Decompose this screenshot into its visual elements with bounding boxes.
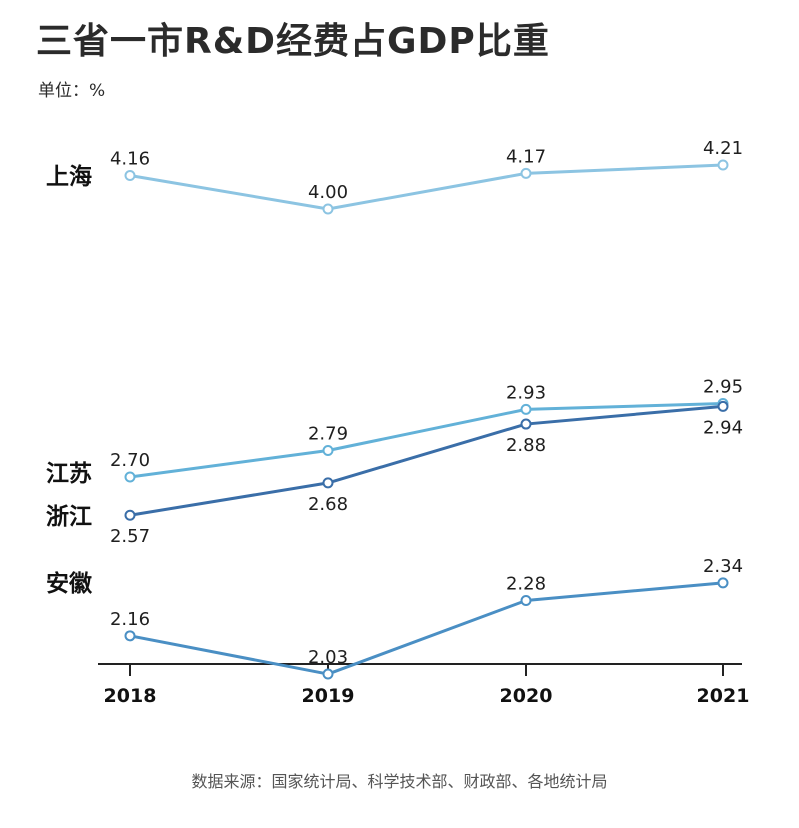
data-point xyxy=(322,477,334,489)
data-point xyxy=(520,418,532,430)
data-label: 2.79 xyxy=(308,424,348,445)
data-point xyxy=(124,471,136,483)
data-point xyxy=(520,167,532,179)
series-line xyxy=(129,163,724,211)
data-label: 2.03 xyxy=(308,647,348,668)
data-label: 2.70 xyxy=(110,450,150,471)
data-label: 4.21 xyxy=(703,138,743,159)
data-label: 4.17 xyxy=(506,146,546,167)
data-label: 2.88 xyxy=(506,435,546,456)
data-point xyxy=(717,159,729,171)
data-label: 2.34 xyxy=(703,556,743,577)
data-label: 2.28 xyxy=(506,574,546,595)
data-label: 4.00 xyxy=(308,182,348,203)
data-label: 2.16 xyxy=(110,609,150,630)
series-name-label: 安徽 xyxy=(46,570,93,597)
data-point xyxy=(124,630,136,642)
line-chart: 2018 2019 2020 2021 4.16 4.00 4.17 4.21 上海 2.70 2.… xyxy=(46,138,750,707)
x-tick-label: 2018 xyxy=(104,685,157,707)
series-name-label: 浙江 xyxy=(46,504,92,530)
data-source: 数据来源：国家统计局、科学技术部、财政部、各地统计局 xyxy=(191,772,608,791)
series-name-label: 江苏 xyxy=(46,461,92,487)
data-label: 2.93 xyxy=(506,382,546,403)
data-label: 2.57 xyxy=(110,526,150,547)
data-label: 2.94 xyxy=(703,417,743,438)
series-line xyxy=(129,581,724,676)
chart-title: 三省一市R&D经费占GDP比重 xyxy=(36,21,550,62)
data-point xyxy=(520,403,532,415)
x-tick-label: 2020 xyxy=(500,685,553,707)
x-tick-label: 2021 xyxy=(697,685,750,707)
data-point xyxy=(322,445,334,457)
series-name-label: 上海 xyxy=(46,163,92,190)
data-label: 2.95 xyxy=(703,376,743,397)
data-point xyxy=(124,509,136,521)
data-label: 2.68 xyxy=(308,494,348,515)
data-point xyxy=(322,668,334,680)
data-label: 4.16 xyxy=(110,148,150,169)
series-line xyxy=(129,401,724,479)
x-tick-label: 2019 xyxy=(302,685,355,707)
data-point xyxy=(124,169,136,181)
data-point xyxy=(717,577,729,589)
data-point xyxy=(322,203,334,215)
series-line xyxy=(129,404,724,517)
data-point xyxy=(717,400,729,412)
data-point xyxy=(520,595,532,607)
unit-label: 单位：% xyxy=(38,81,106,101)
